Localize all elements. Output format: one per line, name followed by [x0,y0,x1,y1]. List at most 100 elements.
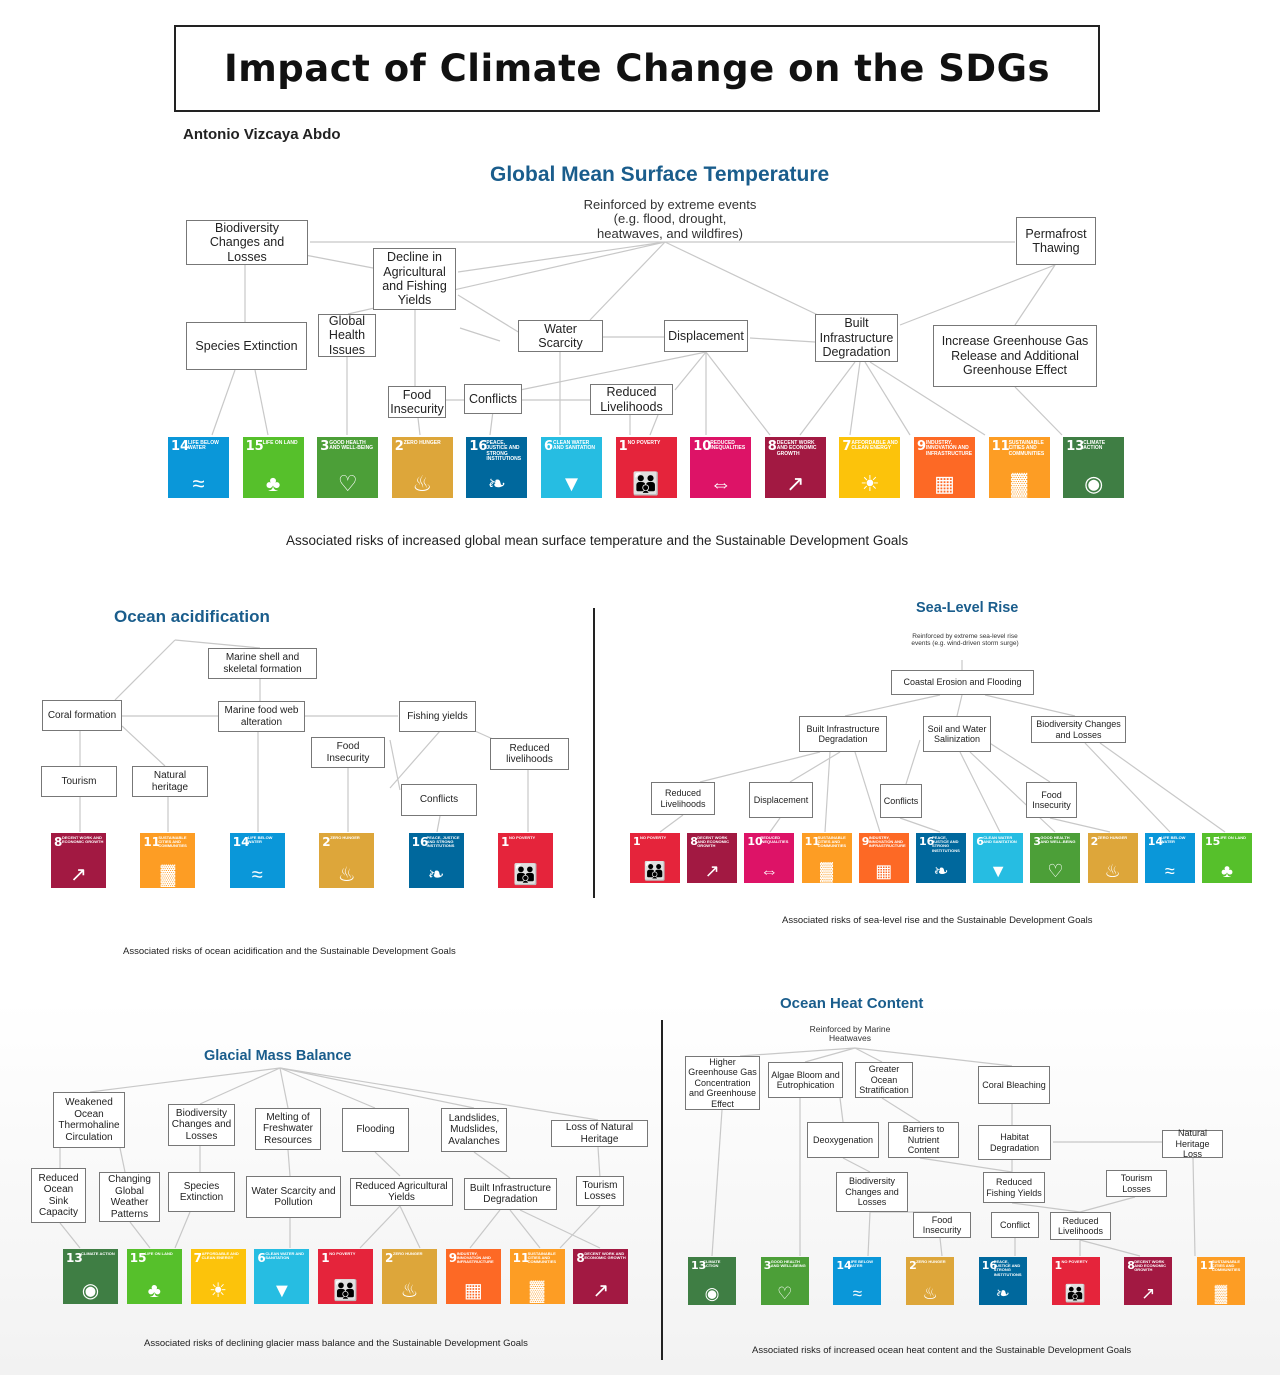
gmst-box-displacement: Displacement [664,320,748,352]
slr-box-infra: Built Infrastructure Degradation [799,716,887,752]
sdg-label: Sustainable cities and communities [158,835,187,849]
sdg-tile-9: 9 Industry, innovation and infrastructure… [445,1249,501,1304]
water-drop-icon: ▼ [989,861,1008,881]
sdg-tile-2: 2 Zero hunger ♨ [1087,833,1138,883]
gmb-box-heritage: Loss of Natural Heritage [551,1120,648,1147]
gmst-note: Reinforced by extreme events (e.g. flood… [583,197,757,241]
sdg-label: Climate action [1083,440,1106,452]
sdg-label: Good health and well-being [329,440,374,452]
gmst-box-food: Food Insecurity [388,386,446,418]
ohc-box-algae: Algae Bloom and Eutrophication [768,1062,843,1098]
gmst-box-livelihoods: Reduced Livelihoods [590,384,673,415]
section-divider-bottom [661,1020,663,1360]
sdg-label: No poverty [509,835,536,840]
oa-box-heritage: Natural heritage [132,766,208,797]
sdg-number: 1 [501,835,510,849]
sdg-label: No poverty [329,1251,356,1256]
sun-icon: ☀ [860,471,880,496]
slr-box-coastal: Coastal Erosion and Flooding [891,670,1034,695]
sdg-number: 11 [1199,1259,1216,1272]
sdg-tile-6: 6 Clean water and sanitation ▼ [541,437,602,498]
page-title: Impact of Climate Change on the SDGs [223,47,1051,90]
ocean-heat-caption: Associated risks of increased ocean heat… [752,1345,1132,1356]
fish-icon: ≈ [192,471,205,496]
sdg-tile-2: 2 Zero hunger ♨ [382,1249,437,1304]
fish-icon: ≈ [1164,861,1175,881]
tree-icon: ♣ [265,471,281,496]
sdg-number: 14 [1147,835,1164,848]
gmb-box-water: Water Scarcity and Pollution [246,1176,341,1218]
sdg-tile-10: 10 Reduced inequalities ⇔ [744,833,795,883]
water-drop-icon: ▼ [271,1280,292,1302]
slr-box-soil: Soil and Water Salinization [923,716,991,752]
bowl-icon: ♨ [922,1284,938,1303]
sdg-label: Clean water and sanitation [553,440,596,452]
bowl-icon: ♨ [337,864,356,886]
gmb-box-flooding: Flooding [342,1108,409,1152]
title-box: Impact of Climate Change on the SDGs [174,25,1100,112]
sea-level-caption: Associated risks of sea-level rise and t… [782,915,1093,926]
oa-box-livelihoods: Reduced livelihoods [490,738,569,770]
sdg-label: Peace, justice and strong institutions [486,440,522,462]
sdg-label: Life below water [247,835,273,845]
sdg-tile-8: 8 Decent work and economic growth ↗ [573,1249,629,1304]
sdg-tile-11: 11 Sustainable cities and communities ▓ [140,833,196,888]
sdg-tile-2: 2 Zero hunger ♨ [319,833,375,888]
sdg-tile-3: 3 Good health and well-being ♡ [760,1257,809,1305]
gmst-box-species: Species Extinction [186,322,307,370]
sdg-number: 1 [321,1251,330,1265]
sdg-tile-9: 9 Industry, innovation and infrastructure… [858,833,909,883]
sdg-tile-3: 3 Good health and well-being ♡ [1030,833,1081,883]
ohc-box-conflict: Conflict [991,1212,1039,1238]
sdg-label: No poverty [627,440,661,446]
sdg-number: 3 [763,1259,772,1272]
ohc-box-livelihoods: Reduced Livelihoods [1050,1212,1111,1240]
sdg-number: 7 [193,1251,202,1265]
sdg-number: 3 [1033,835,1042,848]
sdg-label: Peace, justice and strong institutions [426,835,460,849]
slr-box-displacement: Displacement [749,782,813,818]
sdg-number: 1 [1054,1259,1063,1272]
gmst-caption: Associated risks of increased global mea… [286,533,909,548]
sdg-number: 13 [691,1259,707,1272]
arrows-icon: ⇔ [709,471,732,496]
eye-globe-icon: ◉ [704,1284,720,1303]
sdg-label: Climate action [703,1259,721,1269]
sdg-tile-11: 11 Sustainable cities and communities ▓ [988,437,1050,498]
heartbeat-icon: ♡ [1047,861,1064,881]
heartbeat-icon: ♡ [777,1284,793,1303]
sun-icon: ☀ [209,1280,228,1302]
growth-chart-icon: ↗ [592,1280,610,1302]
sdg-label: Clean water and sanitation [983,835,1017,845]
sdg-tile-8: 8 Decent work and economic growth ↗ [764,437,826,498]
oa-box-conflicts: Conflicts [401,784,477,816]
sdg-number: 2 [385,1251,394,1265]
sdg-number: 8 [54,835,63,849]
sdg-label: Zero hunger [403,440,441,446]
sdg-tile-1: 1 No poverty 👪 [498,833,553,888]
buildings-icon: ▓ [529,1280,545,1302]
sdg-number: 2 [322,835,331,849]
sdg-tile-6: 6 Clean water and sanitation ▼ [973,833,1024,883]
sdg-number: 10 [747,835,763,848]
sdg-label: Zero hunger [916,1259,946,1264]
ohc-box-heritage: Natural Heritage Loss [1162,1128,1223,1159]
tree-icon: ♣ [1221,861,1233,881]
sdg-tile-8: 8 Decent work and economic growth ↗ [1124,1257,1173,1305]
sdg-number: 8 [690,835,698,848]
sdg-label: Sustainable cities and communities [1008,440,1045,457]
sdg-tile-1: 1 No poverty 👪 [630,833,680,883]
sdg-number: 6 [257,1251,266,1265]
family-icon: 👪 [632,471,660,496]
heartbeat-icon: ♡ [337,471,358,496]
oa-box-fishing: Fishing yields [399,701,476,732]
ocean-acid-caption: Associated risks of ocean acidification … [123,946,456,957]
sdg-number: 11 [804,835,820,848]
sdg-number: 11 [991,439,1010,454]
gmst-box-ghg: Increase Greenhouse Gas Release and Addi… [933,325,1097,387]
growth-chart-icon: ↗ [786,471,805,496]
sdg-tile-11: 11 Sustainable cities and communities ▓ [801,833,852,883]
buildings-icon: ▓ [820,861,834,881]
glacial-title: Glacial Mass Balance [204,1048,352,1064]
